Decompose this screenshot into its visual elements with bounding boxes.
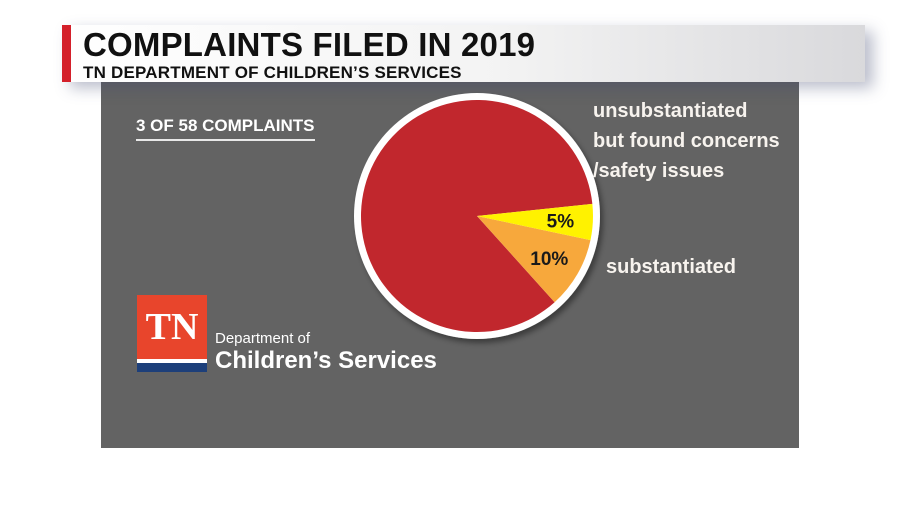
pie-chart: 10% 5% bbox=[354, 93, 600, 339]
legend-unsubstantiated-line-2: but found concerns bbox=[593, 130, 780, 152]
page-title: COMPLAINTS FILED IN 2019 bbox=[83, 26, 536, 63]
pie-slice-2 bbox=[477, 203, 593, 241]
pie-data-labels: 10% 5% bbox=[530, 211, 574, 269]
tn-logo-stripe-white bbox=[137, 359, 207, 363]
legend-unsubstantiated: unsubstantiated but found concerns /safe… bbox=[593, 96, 808, 186]
page-subtitle: TN DEPARTMENT OF CHILDREN’S SERVICES bbox=[83, 63, 462, 82]
legend-unsubstantiated-line-1: unsubstantiated bbox=[593, 100, 748, 122]
tn-logo: TN bbox=[137, 295, 207, 372]
title-accent-bar bbox=[62, 25, 71, 82]
legend-substantiated: substantiated bbox=[606, 256, 737, 278]
pie-slice-1 bbox=[477, 216, 591, 303]
tn-logo-stripe-blue bbox=[137, 363, 207, 372]
legend-unsubstantiated-line-3: /safety issues bbox=[593, 160, 725, 182]
chart-title: 3 OF 58 COMPLAINTS bbox=[136, 116, 315, 141]
pie-data-label-2: 5% bbox=[547, 211, 575, 232]
dept-name-line-1: Department of bbox=[215, 330, 311, 347]
tn-logo-mark: TN bbox=[145, 306, 199, 348]
pie-slices bbox=[360, 99, 593, 332]
dept-name-line-2: Children’s Services bbox=[215, 347, 437, 374]
title-banner: COMPLAINTS FILED IN 2019 TN DEPARTMENT O… bbox=[62, 25, 865, 82]
pie-data-label-1: 10% bbox=[530, 249, 568, 270]
pie-slice-0 bbox=[360, 99, 593, 332]
